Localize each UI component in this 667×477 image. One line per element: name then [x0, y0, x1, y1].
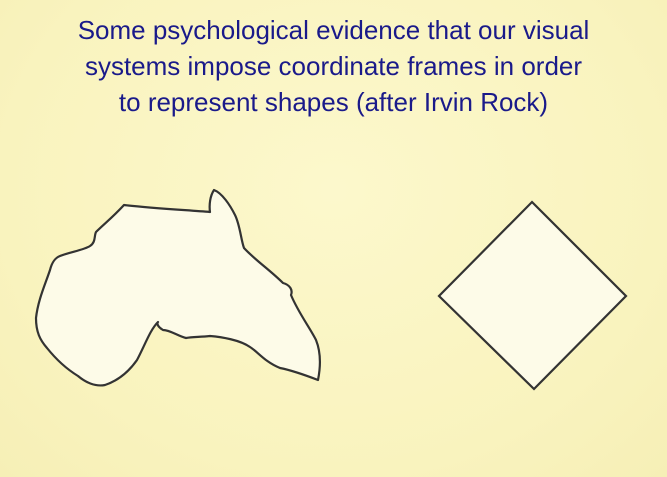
irregular-blob-shape — [34, 188, 322, 387]
diamond-shape — [437, 200, 628, 391]
slide-title-line-1: Some psychological evidence that our vis… — [77, 15, 590, 45]
slide-title: Some psychological evidence that our vis… — [0, 12, 667, 120]
slide-title-line-3: to represent shapes (after Irvin Rock) — [118, 87, 549, 117]
slide-title-line-2: systems impose coordinate frames in orde… — [84, 51, 583, 81]
